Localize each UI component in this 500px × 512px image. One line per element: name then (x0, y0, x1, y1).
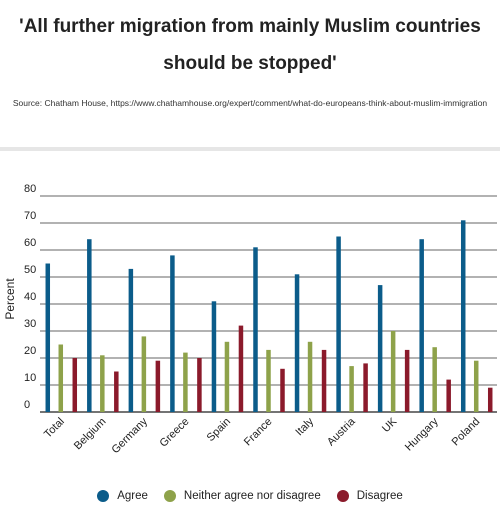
bar-neither-agree-nor-disagree-hungary (432, 347, 437, 412)
y-axis-ticks: 0 10 20 30 40 50 60 70 80 (24, 183, 36, 411)
bar-neither-agree-nor-disagree-greece (183, 352, 188, 412)
bar-neither-agree-nor-disagree-uk (390, 331, 396, 412)
bar-agree-spain (211, 301, 217, 412)
y-tick-label: 0 (24, 399, 30, 411)
bar-neither-agree-nor-disagree-spain (224, 341, 230, 412)
x-tick-label: UK (380, 415, 400, 435)
bar-neither-agree-nor-disagree-total (58, 344, 64, 412)
legend-item-agree[interactable]: Agree (97, 490, 148, 502)
bar-disagree-spain (238, 325, 244, 412)
bar-neither-agree-nor-disagree-italy (307, 341, 313, 412)
bar-disagree-italy (321, 349, 327, 412)
y-tick-label: 40 (24, 291, 36, 303)
x-tick-label: Belgium (72, 416, 109, 453)
bar-agree-germany (128, 268, 134, 412)
y-tick-label: 80 (24, 183, 36, 195)
bar-chart: 0 10 20 30 40 50 60 70 80 Total Belgium Germany Gre… (3, 183, 497, 456)
x-tick-label: France (242, 416, 275, 449)
bar-neither-agree-nor-disagree-belgium (100, 355, 105, 412)
legend-item-disagree[interactable]: Disagree (336, 490, 403, 502)
x-tick-label: Poland (450, 416, 483, 449)
x-tick-label: Germany (110, 415, 151, 456)
legend-swatch-agree (97, 490, 110, 502)
bar-neither-agree-nor-disagree-poland (473, 360, 479, 412)
bar-neither-agree-nor-disagree-austria (349, 366, 354, 412)
bar-agree-total (45, 263, 51, 412)
bar-agree-belgium (87, 239, 92, 412)
x-tick-label: Spain (205, 416, 233, 444)
bar-agree-poland (460, 220, 466, 412)
x-tick-label: Italy (293, 415, 316, 438)
legend-swatch-neither (163, 490, 176, 502)
chart-title: 'All further migration from mainly Musli… (19, 16, 481, 74)
y-tick-label: 20 (24, 345, 36, 357)
bar-agree-france (253, 247, 258, 412)
source-note: Source: Chatham House, https://www.chath… (12, 98, 488, 108)
bar-agree-greece (170, 255, 175, 412)
bar-disagree-poland (487, 387, 493, 412)
y-axis-label: Percent (3, 278, 17, 320)
bar-agree-italy (294, 274, 300, 412)
x-tick-label: Greece (158, 416, 192, 450)
x-tick-label: Austria (325, 415, 358, 448)
bar-disagree-uk (404, 349, 410, 412)
y-tick-label: 60 (24, 237, 36, 249)
legend-label-disagree: Disagree (356, 490, 403, 502)
bars (45, 220, 493, 412)
bar-disagree-greece (197, 358, 202, 412)
bar-disagree-belgium (114, 371, 119, 412)
x-tick-label: Total (42, 416, 67, 441)
legend-item-neither[interactable]: Neither agree nor disagree (163, 490, 321, 502)
bar-agree-uk (377, 285, 383, 412)
bar-disagree-france (280, 368, 285, 412)
divider (0, 147, 500, 151)
bar-agree-austria (336, 236, 341, 412)
legend-label-neither: Neither agree nor disagree (183, 490, 321, 502)
bar-agree-hungary (419, 239, 424, 412)
bar-disagree-germany (155, 360, 161, 412)
legend: Agree Neither agree nor disagree Disagre… (0, 490, 500, 502)
x-tick-label: Hungary (403, 415, 441, 453)
y-tick-label: 10 (24, 372, 36, 384)
legend-swatch-disagree (336, 490, 349, 502)
x-axis-ticks: Total Belgium Germany Greece Spain France Ital… (42, 415, 482, 456)
bar-disagree-hungary (446, 379, 451, 412)
y-tick-label: 50 (24, 264, 36, 276)
bar-disagree-total (72, 358, 78, 412)
y-tick-label: 70 (24, 210, 36, 222)
legend-label-agree: Agree (117, 490, 148, 502)
bar-neither-agree-nor-disagree-france (266, 349, 271, 412)
bar-disagree-austria (363, 363, 368, 412)
bar-neither-agree-nor-disagree-germany (141, 336, 147, 412)
y-tick-label: 30 (24, 318, 36, 330)
